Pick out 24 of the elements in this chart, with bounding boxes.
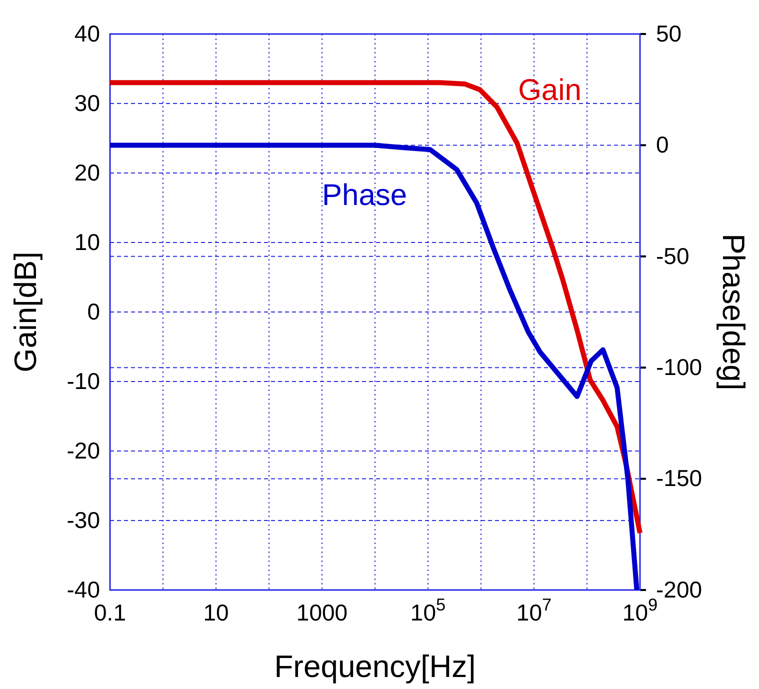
- y-tick-label: -20: [66, 437, 100, 464]
- y-tick-label: 30: [74, 90, 100, 116]
- y2-axis-title: Phase[deg]: [716, 234, 751, 390]
- y2-tick-label: -100: [656, 354, 702, 380]
- y2-tick-label: -50: [656, 242, 690, 269]
- y2-tick-label: -150: [656, 465, 702, 492]
- y2-tick-label: 50: [656, 20, 682, 46]
- x-tick-label: 10$^{9}$: [622, 594, 658, 626]
- y2-tick-label: -200: [656, 576, 702, 602]
- y-tick-label: 0: [87, 298, 100, 324]
- x-tick-label: 10: [203, 599, 229, 626]
- series-label: Phase: [322, 179, 408, 212]
- x-tick-label: 10$^{5}$: [410, 594, 446, 626]
- x-tick-label: 1000: [296, 599, 348, 626]
- y-tick-label: 40: [74, 20, 100, 46]
- y-tick-label: -10: [66, 368, 100, 394]
- y-tick-label: 10: [74, 228, 100, 255]
- y-axis-title: Gain[dB]: [8, 252, 43, 372]
- y-tick-label: -30: [66, 506, 100, 533]
- x-tick-label: 10$^{7}$: [516, 594, 552, 626]
- series-label: Gain: [518, 74, 582, 107]
- y-tick-label: 20: [74, 159, 100, 186]
- x-axis-title: Frequency[Hz]: [274, 649, 476, 684]
- y2-tick-label: 0: [656, 132, 669, 158]
